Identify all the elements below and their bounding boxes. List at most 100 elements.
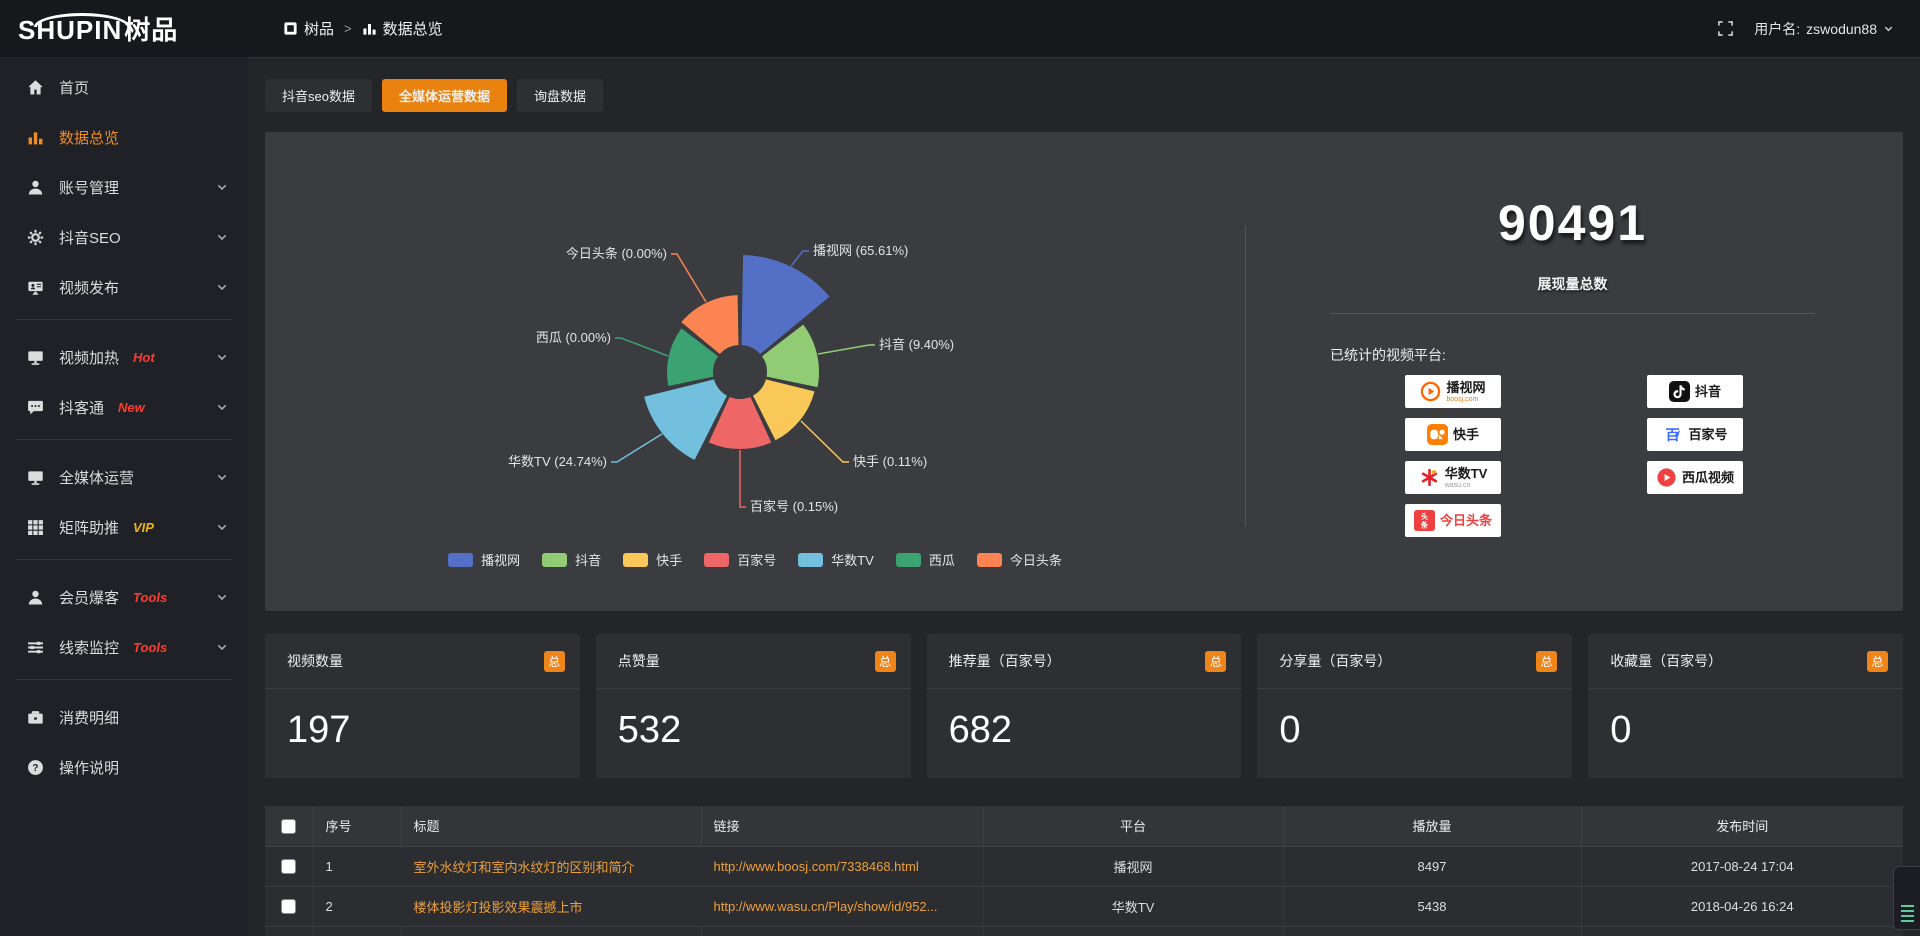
sidebar-divider	[16, 559, 232, 560]
legend-label: 抖音	[575, 553, 602, 568]
breadcrumb-current-icon	[362, 21, 377, 36]
video-url-link[interactable]: http://www.boosj.com/7338468.html	[701, 846, 984, 887]
sidebar-item-2[interactable]: 账号管理	[0, 165, 248, 209]
sidebar-item-badge: Tools	[133, 639, 168, 655]
sidebar-item-label: 消费明细	[59, 709, 120, 727]
legend-item-快手[interactable]: 快手	[623, 550, 682, 569]
sidebar-item-16[interactable]: ? 操作说明	[0, 745, 248, 789]
toutiao-logo-icon: 头条	[1413, 510, 1435, 531]
overview-panel: 播视网 (65.61%) 抖音 (9.40%) 快手 (0.11%) 百家号 (0.1…	[265, 132, 1903, 611]
help-icon: ?	[27, 759, 44, 776]
platform-logo-抖音: 抖音	[1647, 375, 1743, 408]
row-checkbox[interactable]	[281, 859, 297, 875]
stat-cards-row: 视频数量 总 197 点赞量 总 532 推荐量（百家号） 总 682 分享量（…	[265, 634, 1903, 778]
user-name: zswodun88	[1806, 20, 1877, 37]
sidebar-item-badge: VIP	[133, 519, 154, 535]
sidebar-divider	[16, 319, 232, 320]
floating-widget[interactable]	[1893, 866, 1920, 930]
sidebar-item-label: 视频发布	[59, 279, 120, 297]
legend-item-西瓜[interactable]: 西瓜	[895, 550, 955, 569]
sidebar-item-13[interactable]: 线索监控 Tools	[0, 625, 248, 669]
table-row: 2 楼体投影灯投影效果震撼上市 http://www.wasu.cn/Play/sh…	[265, 886, 1903, 927]
row-index: 1	[313, 846, 402, 887]
platform-name: 华数TV	[1444, 465, 1488, 481]
chevron-down-icon	[216, 351, 228, 363]
fullscreen-icon[interactable]	[1717, 20, 1734, 37]
video-url-link[interactable]: http://www.wasu.cn/Play/show/id/952...	[701, 886, 984, 927]
total-impressions-label: 展现量总数	[1537, 276, 1608, 292]
platform-cell: 播视网	[983, 846, 1284, 887]
plays-cell: 5438	[1283, 886, 1582, 927]
stat-card-value: 0	[1279, 709, 1301, 751]
chevron-down-icon	[216, 281, 228, 293]
platform-logo-西瓜视频: 西瓜视频	[1647, 461, 1743, 494]
sidebar-item-12[interactable]: 会员爆客 Tools	[0, 575, 248, 619]
logo-suffix: 树品	[124, 15, 179, 45]
widget-bars-icon	[1900, 905, 1914, 907]
platform-name: 抖音	[1694, 384, 1721, 399]
sidebar-item-9[interactable]: 全媒体运营	[0, 455, 248, 499]
sidebar-item-6[interactable]: 视频加热 Hot	[0, 335, 248, 379]
row-index: 2	[313, 886, 402, 927]
rose-slice-今日头条[interactable]	[678, 292, 741, 357]
label-line	[671, 253, 707, 303]
platform-name: 今日头条	[1439, 513, 1492, 528]
video-title-link[interactable]: 楼体投影灯投影效果震撼上市	[401, 886, 702, 927]
tab-1[interactable]: 全媒体运营数据	[381, 79, 507, 112]
slice-label-抖音: 抖音 (9.40%)	[879, 337, 954, 352]
tab-0[interactable]: 抖音seo数据	[265, 79, 372, 112]
user-menu[interactable]: 用户名: zswodun88	[1754, 19, 1894, 39]
sliders-icon	[27, 639, 44, 656]
rose-slice-快手[interactable]	[750, 376, 817, 444]
chart-icon	[27, 129, 44, 146]
video-title-link[interactable]: 室外水纹灯和室内水纹灯的区别和简介	[401, 846, 702, 887]
col-header-0: 序号	[313, 806, 402, 847]
label-line	[817, 344, 875, 355]
chevron-down-icon	[216, 231, 228, 243]
publish-date-cell: 2017-08-24 17:04	[1581, 846, 1903, 887]
summary-section: 90491 展现量总数 已统计的视频平台: 播视网 boosj.com 抖音 快手 百百…	[1245, 132, 1903, 611]
sidebar-item-label: 视频加热	[59, 349, 120, 367]
sidebar-item-10[interactable]: 矩阵助推 VIP	[0, 505, 248, 549]
rose-slice-抖音[interactable]	[759, 321, 821, 390]
rose-slice-西瓜[interactable]	[665, 325, 721, 389]
gear-icon	[27, 229, 44, 246]
breadcrumb-root[interactable]: 树品	[304, 21, 335, 38]
sidebar-item-label: 抖客通	[59, 399, 105, 417]
sidebar-item-4[interactable]: 视频发布	[0, 265, 248, 309]
platform-subtext: wasu.cn	[1444, 481, 1471, 489]
legend-label: 今日头条	[1009, 553, 1062, 568]
sidebar-item-badge: Hot	[133, 349, 155, 365]
sidebar-divider	[16, 439, 232, 440]
stat-card-1: 点赞量 总 532	[595, 634, 911, 778]
tab-2[interactable]: 询盘数据	[516, 79, 603, 112]
sidebar-nav: 首页数据总览账号管理抖音SEO 视频发布视频加热 Hot 抖客通 New 全媒体运营矩阵助…	[0, 57, 248, 936]
sidebar-item-0[interactable]: 首页	[0, 65, 248, 109]
select-all-checkbox[interactable]	[281, 818, 297, 834]
baijia-logo-icon: 百	[1662, 424, 1683, 445]
sidebar-item-7[interactable]: 抖客通 New	[0, 385, 248, 429]
rose-slice-华数TV[interactable]	[641, 376, 730, 463]
legend-label: 华数TV	[831, 553, 874, 568]
stat-card-2: 推荐量（百家号） 总 682	[926, 634, 1242, 778]
platform-logo-华数TV: 华数TV wasu.cn	[1405, 461, 1501, 494]
topbar: SHUPIN树品 树品 > 数据总览 用户名: zswodun88	[0, 0, 1920, 57]
legend-item-今日头条[interactable]: 今日头条	[976, 550, 1062, 569]
tab-bar: 抖音seo数据 全媒体运营数据 询盘数据	[265, 79, 1903, 112]
legend-item-百家号[interactable]: 百家号	[704, 550, 776, 569]
legend-item-抖音[interactable]: 抖音	[542, 550, 601, 569]
sidebar-item-15[interactable]: 消费明细	[0, 695, 248, 739]
total-badge: 总	[1205, 650, 1227, 672]
chart-legend: 播视网 抖音 快手 百家号 华数TV 西瓜 今日头条	[265, 550, 1245, 569]
sidebar-item-1[interactable]: 数据总览	[0, 115, 248, 159]
rose-slice-播视网[interactable]	[739, 252, 833, 357]
legend-item-播视网[interactable]: 播视网	[448, 550, 520, 569]
platform-name: 西瓜视频	[1681, 470, 1734, 485]
row-checkbox[interactable]	[281, 899, 297, 915]
sidebar-item-3[interactable]: 抖音SEO	[0, 215, 248, 259]
rose-slice-百家号[interactable]	[706, 394, 774, 452]
plays-cell	[1283, 926, 1582, 936]
legend-item-华数TV[interactable]: 华数TV	[798, 550, 874, 569]
platform-logo-播视网: 播视网 boosj.com	[1405, 375, 1501, 408]
user-icon	[27, 179, 44, 196]
